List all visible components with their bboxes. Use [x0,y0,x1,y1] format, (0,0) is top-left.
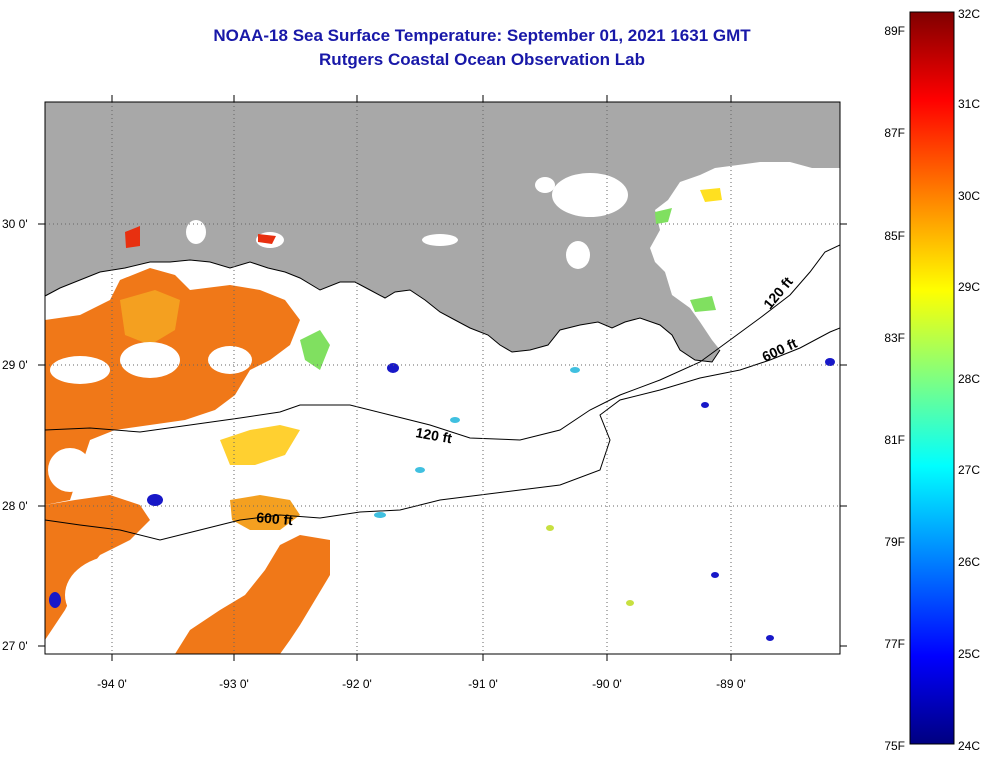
chandeleur-sound [720,170,830,250]
lon-label-94: -94 0' [97,677,127,691]
cb-c-26: 26C [958,555,980,569]
inland-bay [422,234,458,246]
cb-c-30: 30C [958,189,980,203]
cb-c-27: 27C [958,463,980,477]
map-subtitle: Rutgers Coastal Ocean Observation Lab [319,50,645,69]
cb-c-31: 31C [958,97,980,111]
colorbar [909,11,955,745]
cb-f-75: 75F [884,739,905,753]
coastline [45,259,721,363]
sst-light-spots [546,525,634,606]
lat-label-29: 29 0' [2,358,28,372]
coastal-marsh-water [566,241,590,269]
lat-label-30: 30 0' [2,217,28,231]
cb-c-28: 28C [958,372,980,386]
breton-sound [668,201,712,229]
map-title: NOAA-18 Sea Surface Temperature: Septemb… [213,26,751,45]
sabine-lake [186,220,206,244]
map-border [44,101,841,655]
cb-f-83: 83F [884,331,905,345]
contour-120ft-line [45,244,840,441]
lake-maurepas [535,177,555,193]
cb-c-24: 24C [958,739,980,753]
cloud-gaps [48,342,252,635]
contour-label-120ft: 120 ft [414,424,453,446]
lake-pontchartrain [552,173,628,217]
cb-f-81: 81F [884,433,905,447]
contour-label-600ft: 600 ft [256,509,294,528]
sst-cool-spots [49,358,835,641]
lon-label-93: -93 0' [219,677,249,691]
cb-c-25: 25C [958,647,980,661]
cb-f-79: 79F [884,535,905,549]
lon-label-91: -91 0' [468,677,498,691]
lon-label-90: -90 0' [592,677,622,691]
contour-600ft-line [45,327,840,541]
lat-label-27: 27 0' [2,639,28,653]
land-mass [45,102,840,362]
lon-label-92: -92 0' [342,677,372,691]
axis-ticks [38,95,847,661]
cb-f-85: 85F [884,229,905,243]
lat-label-28: 28 0' [2,499,28,513]
cb-f-77: 77F [884,637,905,651]
cb-c-32: 32C [958,7,980,21]
cb-c-29: 29C [958,280,980,294]
cb-f-89: 89F [884,24,905,38]
cb-f-87: 87F [884,126,905,140]
lon-label-89: -89 0' [716,677,746,691]
grid-lines [45,102,840,654]
sst-mid-spots [374,367,580,518]
sst-warm-region [45,188,722,654]
